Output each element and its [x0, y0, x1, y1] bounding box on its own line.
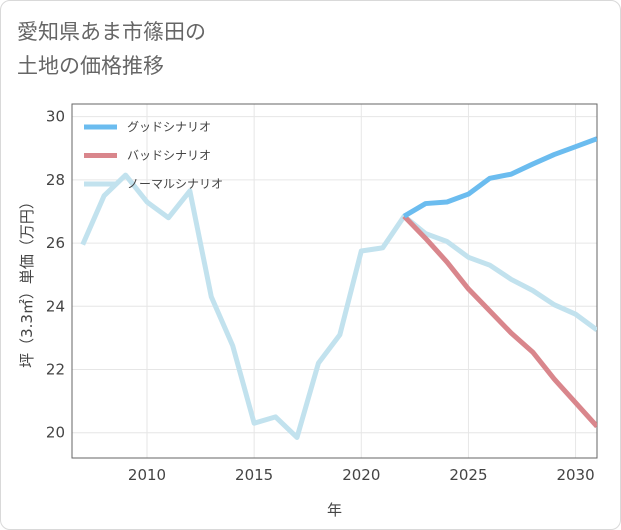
y-tick-label: 28 — [46, 171, 65, 189]
y-tick-label: 20 — [46, 424, 65, 442]
x-tick-label: 2020 — [342, 466, 380, 484]
series-line-2 — [402, 214, 597, 429]
legend-label: グッドシナリオ — [127, 120, 211, 134]
plot-area — [80, 136, 597, 440]
chart-title: 愛知県あま市篠田の 土地の価格推移 — [17, 20, 206, 78]
y-tick-label: 24 — [46, 297, 65, 315]
y-tick-label: 22 — [46, 361, 65, 379]
y-tick-label: 30 — [46, 108, 65, 126]
x-tick-label: 2030 — [556, 466, 594, 484]
series-line-3 — [80, 172, 597, 440]
plot-frame — [71, 103, 598, 459]
x-tick-label: 2010 — [128, 466, 166, 484]
x-axis-label: 年 — [327, 501, 342, 519]
series-line-1 — [402, 136, 597, 219]
y-tick-label: 26 — [46, 234, 65, 252]
x-tick-label: 2025 — [449, 466, 487, 484]
x-tick-label: 2015 — [235, 466, 273, 484]
legend-label: バッドシナリオ — [127, 149, 211, 163]
y-axis-label: 坪（3.3㎡）単価（万円） — [18, 194, 36, 368]
legend-label: ノーマルシナリオ — [127, 177, 223, 191]
